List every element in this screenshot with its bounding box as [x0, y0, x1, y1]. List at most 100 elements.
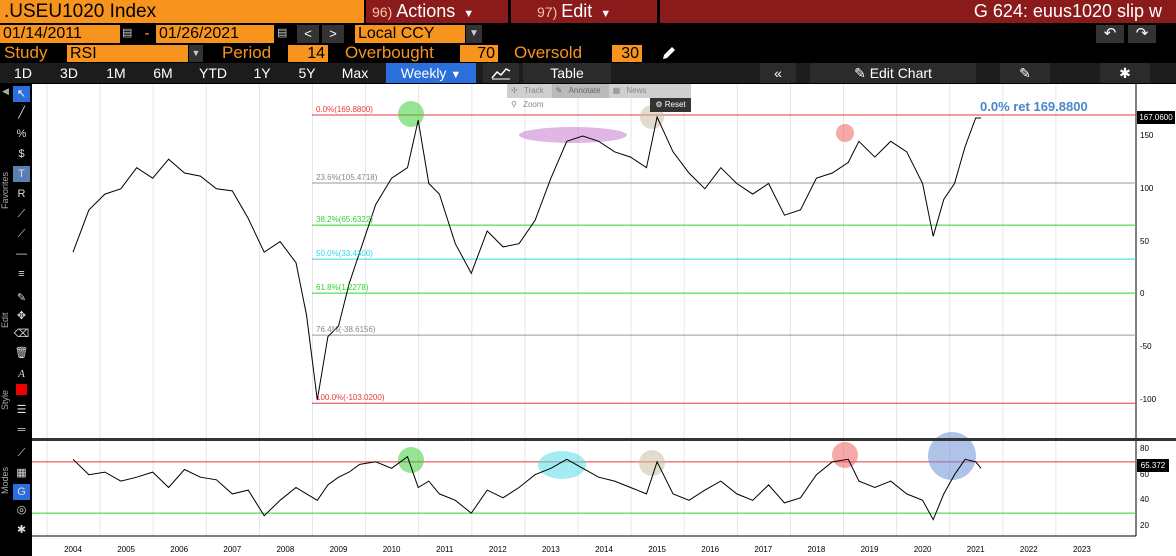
y-tick-label: 0	[1140, 289, 1145, 299]
text-icon[interactable]: T	[13, 166, 30, 182]
mode-g-icon[interactable]: G	[13, 484, 30, 500]
rsi-y-tick-label: 60	[1140, 469, 1149, 479]
period-button-ytd[interactable]: YTD	[190, 63, 236, 83]
draw-pencil-icon[interactable]: ✎	[16, 292, 27, 304]
edit-number: 97)	[537, 4, 558, 20]
retracement-label: 0.0% ret 169.8800	[980, 99, 1088, 114]
chart-canvas[interactable]	[32, 84, 1176, 556]
study-select[interactable]: RSI	[67, 45, 188, 62]
frequency-select[interactable]: Weekly ▼	[386, 63, 476, 83]
layout-icon[interactable]: ▦	[16, 467, 27, 479]
overbought-label: Overbought	[345, 43, 434, 62]
actions-button[interactable]: 96) Actions ▼	[366, 0, 508, 23]
expand-icon[interactable]: ◀	[2, 86, 9, 96]
retracement-icon[interactable]: R	[17, 188, 26, 200]
period-button-1m[interactable]: 1M	[96, 63, 136, 83]
caret-down-icon: ▼	[463, 8, 475, 20]
next-period-button[interactable]: >	[322, 25, 344, 43]
highlight-ellipse	[519, 127, 627, 143]
x-tick-label: 2008	[276, 545, 295, 554]
settings-icon[interactable]: ✱	[16, 524, 27, 536]
font-icon[interactable]: A	[18, 368, 25, 380]
palette-icon[interactable]: ◎	[16, 504, 27, 516]
line-draw-icon[interactable]: ╱	[18, 107, 25, 119]
y-tick-label: 50	[1140, 236, 1149, 246]
fib-level-label: 76.4%(-38.6156)	[316, 325, 376, 335]
fib-level-label: 0.0%(169.8800)	[316, 105, 373, 114]
period-button-max[interactable]: Max	[332, 63, 378, 83]
annotate-edit-icon[interactable]: ✎	[1000, 63, 1050, 83]
y-tick-label: 100	[1140, 183, 1154, 193]
x-tick-label: 2005	[117, 545, 135, 554]
pencil-icon[interactable]	[660, 44, 678, 62]
period-button-1d[interactable]: 1D	[4, 63, 42, 83]
edit-button[interactable]: 97) Edit ▼	[511, 0, 657, 23]
reset-label: Reset	[664, 100, 686, 109]
track-button[interactable]: ✢ Track	[507, 84, 552, 98]
rsi-y-tick-label: 80	[1140, 444, 1149, 453]
chart-overlay-toolbar: ✢ Track ✎ Annotate ▦ News ⚲ Zoom	[507, 84, 691, 109]
chevron-down-icon[interactable]: ▼	[466, 25, 482, 43]
window-title: G 624: euus1020 slip w	[660, 0, 1176, 23]
horizontal-line-icon[interactable]: —	[16, 248, 27, 260]
dollar-icon[interactable]: $	[18, 148, 25, 160]
line-chart-icon[interactable]	[483, 63, 519, 83]
zoom-label: Zoom	[523, 100, 544, 109]
channel-icon[interactable]: ≡	[18, 268, 25, 280]
x-tick-label: 2009	[329, 545, 348, 554]
x-tick-label: 2010	[382, 545, 401, 554]
start-date-field[interactable]: 01/14/2011	[0, 25, 120, 43]
line-weight-icon[interactable]: ☰	[16, 404, 27, 416]
highlight-circle	[836, 124, 854, 142]
ray-icon[interactable]: ⟋	[17, 228, 26, 240]
highlight-circle	[639, 450, 665, 476]
chart-panel[interactable]	[32, 84, 1176, 556]
caret-down-icon: ▼	[600, 8, 612, 20]
collapse-icon[interactable]: «	[760, 63, 796, 83]
reset-button[interactable]: ⚙ Reset	[650, 98, 691, 112]
ruler-icon[interactable]: ⟋	[17, 447, 26, 459]
zoom-button[interactable]: ⚲ Zoom	[507, 98, 552, 112]
currency-field[interactable]: Local CCY	[355, 25, 465, 43]
period-input[interactable]: 14	[288, 45, 328, 62]
edit-chart-button[interactable]: ✎ Edit Chart	[810, 63, 976, 83]
percent-icon[interactable]: %	[16, 128, 27, 140]
table-button[interactable]: Table	[523, 63, 611, 83]
line-style-icon[interactable]: ═	[17, 424, 26, 436]
x-tick-label: 2016	[701, 545, 720, 554]
news-label: News	[626, 86, 647, 95]
calendar-icon[interactable]: ▤	[122, 27, 133, 39]
period-button-3d[interactable]: 3D	[48, 63, 90, 83]
highlight-circle	[832, 442, 858, 468]
highlight-circle	[928, 432, 976, 480]
price-line	[72, 115, 981, 401]
eraser-icon[interactable]: ⌫	[13, 328, 30, 340]
tool-sidebar	[0, 84, 32, 556]
period-button-5y[interactable]: 5Y	[288, 63, 326, 83]
period-button-6m[interactable]: 6M	[143, 63, 183, 83]
news-button[interactable]: ▦ News	[609, 84, 655, 98]
gear-icon[interactable]: ✱	[1100, 63, 1150, 83]
undo-icon[interactable]: ↶	[1096, 25, 1124, 43]
y-tick-label: -100	[1140, 395, 1157, 404]
ticker-field[interactable]: .USEU1020 Index	[0, 0, 364, 23]
overbought-input[interactable]: 70	[460, 45, 498, 62]
panel-divider[interactable]	[32, 438, 1176, 441]
chevron-down-icon[interactable]: ▼	[189, 45, 203, 62]
prev-period-button[interactable]: <	[297, 25, 319, 43]
x-tick-label: 2006	[170, 545, 189, 554]
oversold-input[interactable]: 30	[612, 45, 642, 62]
pointer-icon[interactable]: ↖	[13, 86, 30, 102]
color-swatch[interactable]	[13, 384, 30, 400]
redo-icon[interactable]: ↷	[1128, 25, 1156, 43]
fib-level-label: 38.2%(65.6322)	[316, 215, 373, 225]
period-button-1y[interactable]: 1Y	[243, 63, 281, 83]
annotate-button[interactable]: ✎ Annotate	[551, 84, 609, 98]
move-icon[interactable]: ✥	[16, 310, 27, 322]
end-date-field[interactable]: 01/26/2021	[156, 25, 274, 43]
calendar-icon[interactable]: ▤	[277, 27, 288, 39]
last-rsi-tag: 65.372	[1137, 459, 1169, 472]
trendline-icon[interactable]: ⟋	[17, 208, 26, 220]
trash-icon[interactable]: 🗑	[14, 347, 29, 359]
x-tick-label: 2013	[541, 545, 560, 554]
